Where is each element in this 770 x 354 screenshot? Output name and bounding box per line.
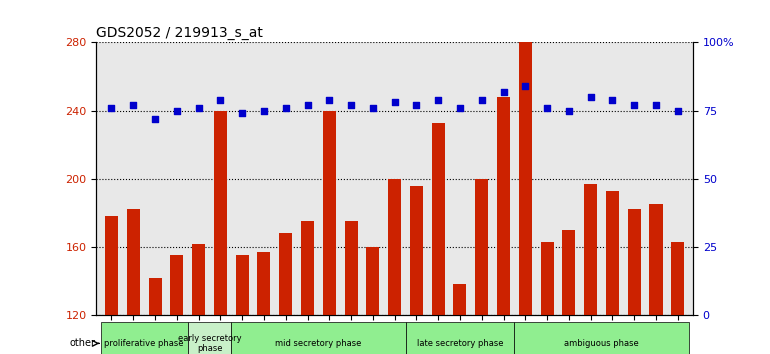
Point (650, 102, 662, 108)
Point (671, 108, 684, 113)
Point (541, 105, 553, 111)
Bar (519, 42, 532, 315)
Point (323, 97, 336, 103)
Bar (257, 252, 270, 315)
Bar (649, 204, 662, 315)
Point (127, 102, 139, 108)
Bar (127, 210, 140, 315)
Point (476, 97, 488, 103)
Bar (170, 256, 183, 315)
FancyBboxPatch shape (406, 322, 514, 354)
Point (192, 105, 205, 111)
Bar (584, 184, 598, 315)
FancyBboxPatch shape (188, 322, 231, 354)
Bar (606, 191, 619, 315)
Bar (388, 179, 401, 315)
Text: ambiguous phase: ambiguous phase (564, 339, 639, 348)
Point (432, 97, 444, 103)
Point (345, 102, 357, 108)
Point (497, 89, 510, 95)
FancyBboxPatch shape (231, 322, 406, 354)
Bar (432, 122, 445, 315)
Point (454, 105, 466, 111)
Bar (562, 230, 575, 315)
Bar (497, 97, 510, 315)
Text: mid secretory phase: mid secretory phase (275, 339, 362, 348)
Point (149, 116, 161, 122)
Point (301, 102, 313, 108)
Text: other: other (69, 338, 95, 348)
Point (584, 94, 597, 100)
Bar (280, 233, 293, 315)
Point (389, 99, 401, 105)
Bar (344, 221, 357, 315)
Point (606, 97, 618, 103)
Bar (671, 242, 685, 315)
Point (214, 97, 226, 103)
Point (258, 108, 270, 113)
Bar (410, 185, 423, 315)
Bar (105, 216, 118, 315)
Point (105, 105, 118, 111)
FancyBboxPatch shape (514, 322, 688, 354)
Bar (149, 278, 162, 315)
Point (628, 102, 641, 108)
Bar (541, 242, 554, 315)
Point (171, 108, 183, 113)
Text: GDS2052 / 219913_s_at: GDS2052 / 219913_s_at (96, 26, 263, 40)
Bar (628, 210, 641, 315)
Bar (323, 110, 336, 315)
Text: late secretory phase: late secretory phase (417, 339, 504, 348)
Point (563, 108, 575, 113)
Point (519, 83, 531, 89)
Point (280, 105, 292, 111)
Bar (475, 179, 488, 315)
Bar (214, 110, 227, 315)
Point (410, 102, 423, 108)
Bar (454, 284, 467, 315)
Text: proliferative phase: proliferative phase (105, 339, 184, 348)
FancyBboxPatch shape (101, 322, 188, 354)
Text: early secretory
phase: early secretory phase (178, 334, 241, 353)
Bar (236, 256, 249, 315)
Bar (301, 221, 314, 315)
Bar (367, 247, 380, 315)
Point (367, 105, 379, 111)
Bar (192, 244, 205, 315)
Point (236, 110, 249, 116)
